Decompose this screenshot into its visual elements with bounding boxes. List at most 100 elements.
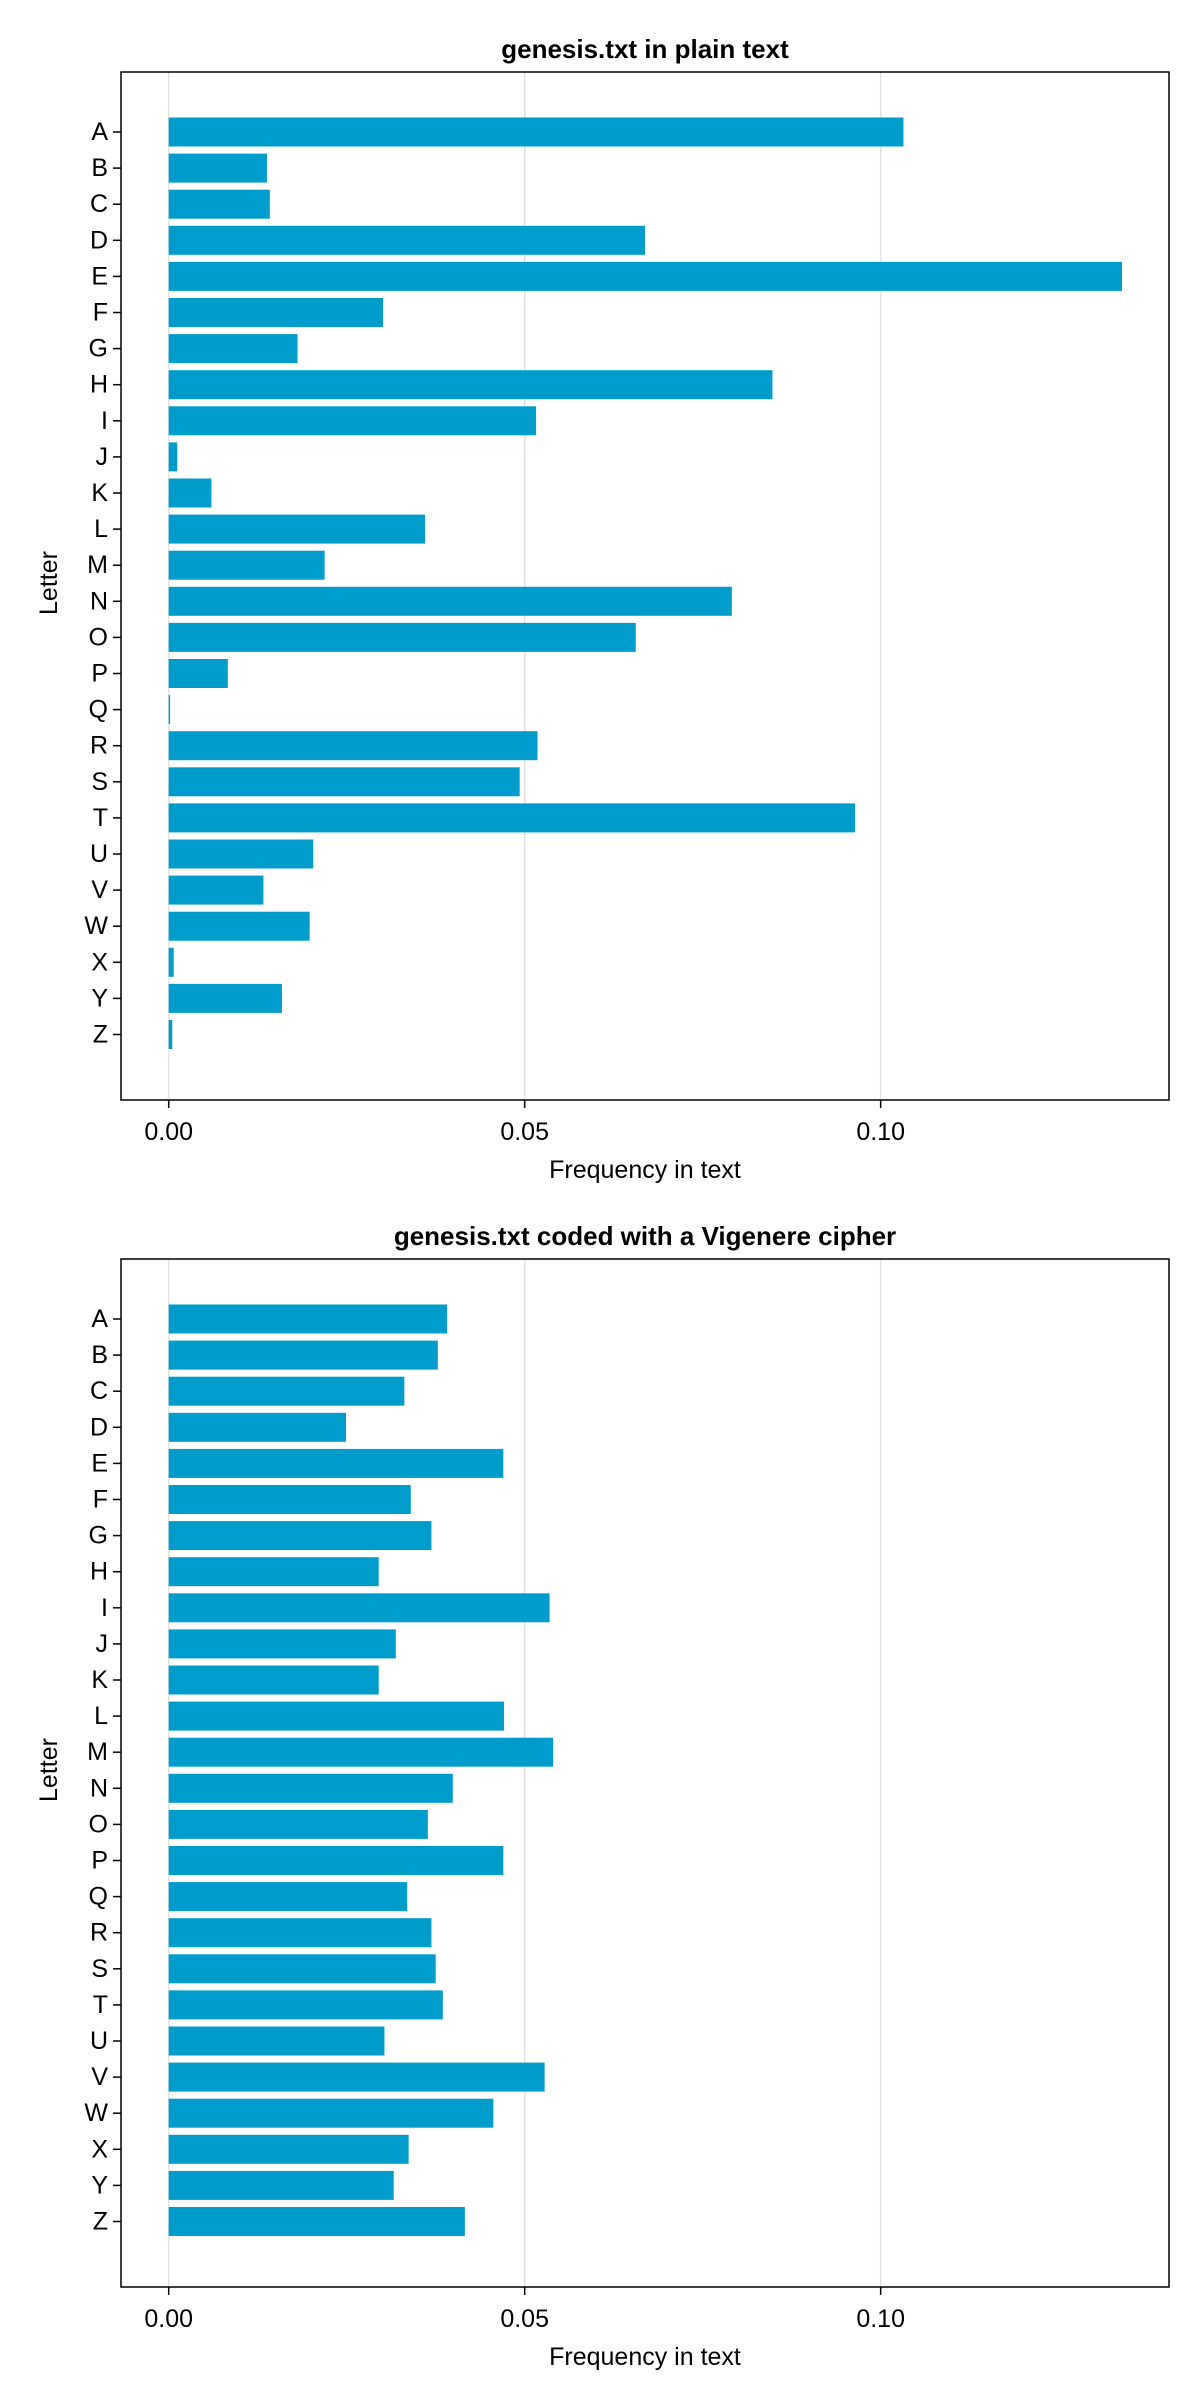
- bar-V: [168, 875, 264, 905]
- bar-Y: [168, 2170, 394, 2200]
- y-tick-label: V: [91, 2063, 108, 2091]
- bar-H: [168, 1557, 379, 1587]
- bar-P: [168, 1846, 504, 1875]
- bar-Q: [168, 1882, 408, 1912]
- bar-D: [168, 225, 645, 255]
- y-tick-label: A: [91, 1305, 108, 1333]
- y-tick-label: T: [93, 804, 108, 832]
- y-tick-label: B: [91, 154, 108, 182]
- bar-F: [168, 298, 383, 327]
- y-tick-label: P: [91, 1847, 108, 1875]
- bar-N: [168, 586, 732, 616]
- bar-H: [168, 370, 773, 400]
- y-tick-label: L: [94, 515, 108, 543]
- chart-title: genesis.txt coded with a Vigenere cipher: [394, 1221, 896, 1251]
- y-tick-label: S: [91, 768, 108, 796]
- bar-E: [168, 1448, 504, 1478]
- bar-W: [168, 2098, 494, 2128]
- y-tick-label: C: [90, 1377, 108, 1405]
- y-tick-label: B: [91, 1341, 108, 1369]
- bar-J: [168, 1629, 396, 1659]
- bar-E: [168, 261, 1123, 291]
- bar-U: [168, 2026, 385, 2056]
- bar-C: [168, 1376, 405, 1406]
- bar-B: [168, 153, 267, 183]
- bar-O: [168, 1809, 428, 1839]
- y-tick-label: W: [84, 2099, 108, 2127]
- y-tick-label: D: [90, 1413, 108, 1441]
- bar-Z: [168, 1020, 173, 1049]
- x-tick-label: 0.10: [856, 1118, 905, 1146]
- bar-Q: [168, 695, 171, 725]
- y-tick-label: H: [90, 371, 108, 399]
- y-tick-label: M: [87, 1738, 108, 1766]
- y-tick-label: D: [90, 226, 108, 254]
- y-axis-label: Letter: [35, 551, 63, 615]
- x-tick-label: 0.10: [856, 2305, 905, 2333]
- y-tick-label: P: [91, 660, 108, 688]
- y-tick-label: X: [91, 948, 108, 976]
- x-axis-label: Frequency in text: [549, 1156, 741, 1184]
- y-tick-label: J: [96, 1630, 109, 1658]
- y-tick-label: A: [91, 118, 108, 146]
- y-tick-label: C: [90, 190, 108, 218]
- y-tick-label: L: [94, 1702, 108, 1730]
- bar-N: [168, 1773, 453, 1803]
- bar-K: [168, 1665, 379, 1695]
- chart-plain-text: genesis.txt in plain text Frequency in t…: [35, 34, 1170, 1184]
- y-tick-label: J: [96, 443, 109, 471]
- y-tick-label: U: [90, 840, 108, 868]
- y-tick-label: U: [90, 2027, 108, 2055]
- y-tick-label: N: [90, 587, 108, 615]
- y-tick-label: F: [93, 299, 108, 327]
- y-tick-label: M: [87, 551, 108, 579]
- y-tick-label: W: [84, 912, 108, 940]
- y-tick-label: E: [91, 1449, 108, 1477]
- y-tick-label: G: [89, 335, 108, 363]
- y-tick-label: Z: [93, 2208, 108, 2236]
- bar-C: [168, 189, 270, 219]
- y-tick-label: R: [90, 1919, 108, 1947]
- y-tick-label: K: [91, 479, 108, 507]
- bar-Z: [168, 2207, 465, 2236]
- bar-K: [168, 478, 212, 508]
- y-tick-label: F: [93, 1486, 108, 1514]
- y-tick-label: Y: [91, 2171, 108, 2199]
- y-tick-label: T: [93, 1991, 108, 2019]
- bar-G: [168, 334, 298, 364]
- bar-D: [168, 1412, 346, 1442]
- x-tick-label: 0.00: [144, 2305, 193, 2333]
- y-tick-label: O: [89, 1810, 108, 1838]
- y-tick-label: X: [91, 2135, 108, 2163]
- x-tick-label: 0.05: [500, 1118, 549, 1146]
- y-tick-label: V: [91, 876, 108, 904]
- y-axis-label: Letter: [35, 1738, 63, 1802]
- bar-R: [168, 1918, 432, 1948]
- bar-U: [168, 839, 314, 869]
- bar-P: [168, 659, 228, 688]
- bar-T: [168, 1990, 443, 2020]
- bar-X: [168, 947, 174, 977]
- y-tick-label: N: [90, 1774, 108, 1802]
- y-tick-label: H: [90, 1558, 108, 1586]
- y-tick-label: I: [101, 1594, 108, 1622]
- bar-A: [168, 117, 904, 147]
- bar-M: [168, 550, 325, 580]
- bar-M: [168, 1737, 554, 1767]
- bar-R: [168, 731, 538, 761]
- y-tick-label: E: [91, 262, 108, 290]
- y-tick-label: Q: [89, 1883, 108, 1911]
- bar-G: [168, 1521, 432, 1551]
- chart-title: genesis.txt in plain text: [501, 34, 789, 64]
- y-tick-label: O: [89, 623, 108, 651]
- bar-J: [168, 442, 178, 472]
- y-tick-label: Z: [93, 1021, 108, 1049]
- bar-L: [168, 1701, 505, 1731]
- plot-frame: [120, 1258, 1170, 2288]
- bar-O: [168, 622, 636, 652]
- y-tick-label: Q: [89, 696, 108, 724]
- bar-I: [168, 406, 537, 436]
- y-tick-label: I: [101, 407, 108, 435]
- bar-I: [168, 1593, 550, 1623]
